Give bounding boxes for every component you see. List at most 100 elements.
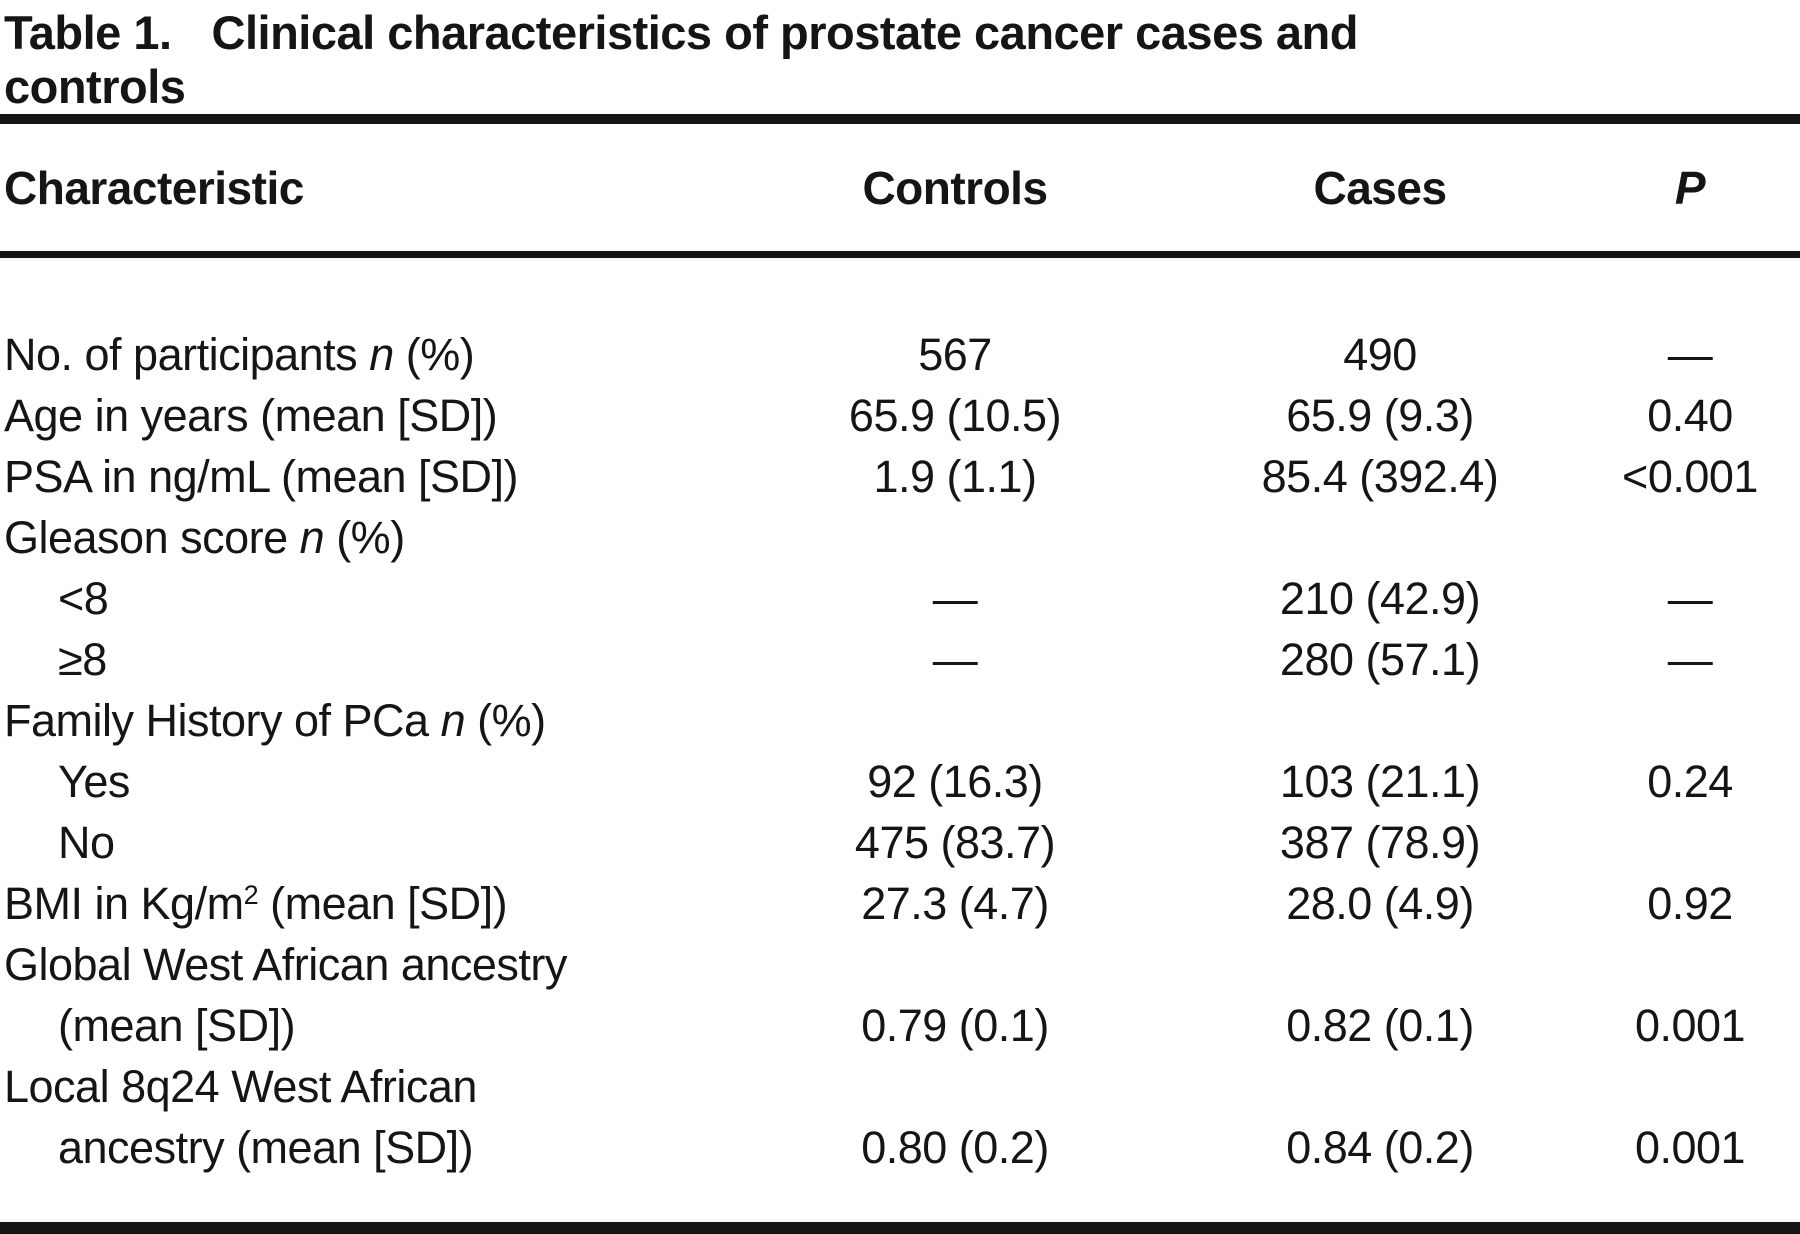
cell-controls: 65.9 (10.5): [848, 389, 1062, 441]
cell-characteristic: Family History of PCa n (%): [0, 690, 730, 751]
label-italic-segment: n: [299, 511, 325, 563]
cell-controls: 1.9 (1.1): [873, 450, 1037, 502]
table-row: No. of participants n (%) 567 490 —: [0, 255, 1800, 386]
cell-characteristic: No. of participants n (%): [0, 255, 730, 386]
cell-cases: 65.9 (9.3): [1286, 389, 1474, 441]
table-row: Family History of PCa n (%): [0, 690, 1800, 751]
cell-cases: 0.82 (0.1): [1286, 999, 1474, 1051]
table-row: BMI in Kg/m2 (mean [SD]) 27.3 (4.7) 28.0 (…: [0, 873, 1800, 934]
cell-cases: 387 (78.9): [1279, 816, 1481, 868]
cell-p: 0.92: [1647, 877, 1733, 929]
table-row: No 475 (83.7) 387 (78.9): [0, 812, 1800, 873]
label-text: (%): [393, 328, 475, 380]
table-row: Local 8q24 West African: [0, 1056, 1800, 1117]
table-number: Table 1.: [4, 6, 172, 59]
cell-p: [1580, 812, 1800, 873]
table-row: Age in years (mean [SD]) 65.9 (10.5) 65.9 …: [0, 385, 1800, 446]
cell-p: 0.40: [1647, 389, 1733, 441]
cell-controls: 0.80 (0.2): [861, 1121, 1049, 1173]
label-superscript: 2: [243, 879, 259, 910]
table-row: ancestry (mean [SD]) 0.80 (0.2) 0.84 (0.2)…: [0, 1117, 1800, 1228]
cell-characteristic: Yes: [0, 751, 730, 812]
cell-p: 0.001: [1634, 1121, 1746, 1173]
label-text: No. of participants: [4, 328, 370, 380]
table-row: ≥8 — 280 (57.1) —: [0, 629, 1800, 690]
label-text: (%): [465, 694, 546, 746]
cell-controls: —: [932, 633, 978, 685]
column-header-characteristic: Characteristic: [0, 119, 730, 258]
cell-characteristic: Age in years (mean [SD]): [0, 385, 730, 446]
cell-controls: —: [932, 572, 978, 624]
column-header-controls: Controls: [730, 119, 1180, 258]
cell-controls: 567: [918, 328, 992, 380]
cell-controls: [730, 507, 1180, 568]
cell-controls: 0.79 (0.1): [861, 999, 1049, 1051]
cell-characteristic: Global West African ancestry: [0, 934, 730, 995]
cell-p: [1580, 507, 1800, 568]
cell-characteristic: PSA in ng/mL (mean [SD]): [0, 446, 730, 507]
cell-characteristic: Gleason score n (%): [0, 507, 730, 568]
table-row: (mean [SD]) 0.79 (0.1) 0.82 (0.1) 0.001: [0, 995, 1800, 1056]
cell-p: 0.24: [1647, 755, 1733, 807]
label-text: (mean [SD]): [258, 877, 508, 929]
label-text: (mean [SD]): [58, 999, 296, 1051]
label-text: Global West African ancestry: [4, 938, 567, 990]
cell-cases: 103 (21.1): [1279, 755, 1481, 807]
table-row: Yes 92 (16.3) 103 (21.1) 0.24: [0, 751, 1800, 812]
table-row: <8 — 210 (42.9) —: [0, 568, 1800, 629]
cell-cases: 0.84 (0.2): [1286, 1121, 1474, 1173]
label-text: Family History of PCa: [4, 694, 441, 746]
label-text: PSA in ng/mL (mean [SD]): [4, 450, 519, 502]
label-text: Local 8q24 West African: [4, 1060, 477, 1112]
cell-cases: [1180, 1056, 1580, 1117]
cell-characteristic: BMI in Kg/m2 (mean [SD]): [0, 873, 730, 934]
table-caption-line1: Clinical characteristics of prostate can…: [211, 6, 1359, 59]
label-italic-segment: n: [369, 328, 394, 380]
label-text: ≥8: [58, 633, 107, 685]
label-text: ancestry (mean [SD]): [58, 1121, 474, 1173]
label-text: No: [58, 816, 115, 868]
header-row: Characteristic Controls Cases P: [0, 119, 1800, 258]
cell-controls: 92 (16.3): [867, 755, 1043, 807]
label-text: (%): [324, 511, 405, 563]
table-row: Global West African ancestry: [0, 934, 1800, 995]
cell-p: 0.001: [1634, 999, 1746, 1051]
column-header-cases: Cases: [1180, 119, 1580, 258]
column-header-p: P: [1580, 119, 1800, 258]
cell-characteristic: Local 8q24 West African: [0, 1056, 730, 1117]
label-text: <8: [58, 572, 109, 624]
label-text: Yes: [58, 755, 130, 807]
label-italic-segment: n: [440, 694, 466, 746]
cell-cases: [1180, 507, 1580, 568]
label-text: Age in years (mean [SD]): [4, 389, 498, 441]
cell-p: [1580, 1056, 1800, 1117]
cell-characteristic: <8: [0, 568, 730, 629]
cell-controls: [730, 934, 1180, 995]
cell-p: [1580, 690, 1800, 751]
cell-controls: [730, 690, 1180, 751]
cell-characteristic: ≥8: [0, 629, 730, 690]
table-title: Table 1. Clinical characteristics of pros…: [0, 6, 1800, 114]
label-text: Gleason score: [4, 511, 300, 563]
label-text: BMI in Kg/m: [4, 877, 244, 929]
cell-p: <0.001: [1622, 450, 1758, 502]
table-title-line1: Table 1. Clinical characteristics of pros…: [4, 6, 1800, 60]
cell-p: —: [1667, 633, 1713, 685]
cell-cases: 28.0 (4.9): [1286, 877, 1474, 929]
cell-cases: [1180, 690, 1580, 751]
cell-controls: 475 (83.7): [854, 816, 1056, 868]
cell-cases: 490: [1343, 328, 1417, 380]
cell-controls: 27.3 (4.7): [861, 877, 1049, 929]
cell-p: —: [1667, 572, 1713, 624]
cell-cases: 210 (42.9): [1279, 572, 1481, 624]
table-row: PSA in ng/mL (mean [SD]) 1.9 (1.1) 85.4 (3…: [0, 446, 1800, 507]
clinical-characteristics-table: Characteristic Controls Cases P No. of p…: [0, 114, 1800, 1234]
cell-characteristic: (mean [SD]): [0, 995, 730, 1056]
table-caption-line2: controls: [4, 60, 186, 113]
cell-p: [1580, 934, 1800, 995]
cell-controls: [730, 1056, 1180, 1117]
cell-cases: 85.4 (392.4): [1261, 450, 1499, 502]
cell-p: —: [1667, 328, 1713, 380]
cell-cases: [1180, 934, 1580, 995]
